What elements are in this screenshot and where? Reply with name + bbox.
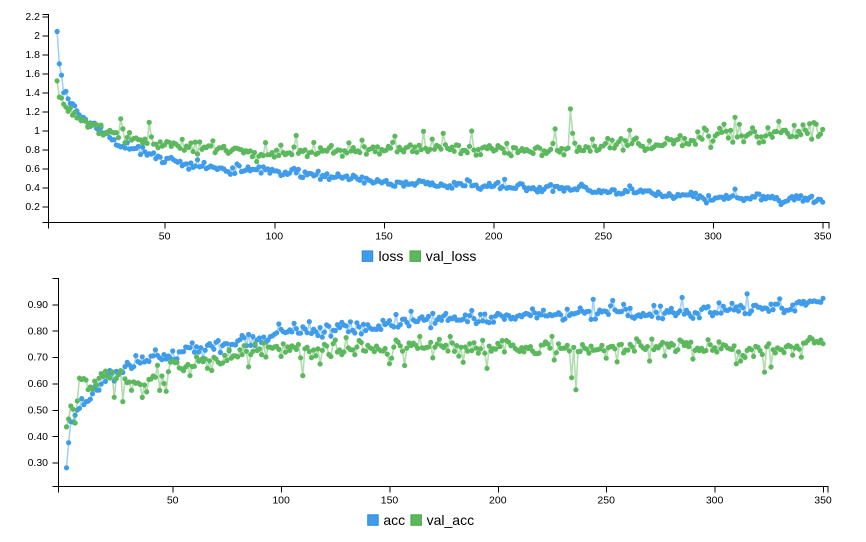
svg-text:0.6: 0.6 [25, 163, 40, 175]
svg-text:250: 250 [597, 495, 615, 507]
svg-text:0.80: 0.80 [28, 325, 49, 337]
svg-text:0.70: 0.70 [28, 352, 49, 364]
svg-text:0.4: 0.4 [25, 182, 40, 194]
svg-text:1.6: 1.6 [25, 68, 40, 80]
svg-text:acc: acc [383, 512, 405, 528]
svg-text:0.50: 0.50 [28, 404, 49, 416]
svg-text:2.2: 2.2 [25, 11, 40, 23]
svg-text:150: 150 [381, 495, 399, 507]
svg-text:1.2: 1.2 [25, 106, 40, 118]
svg-text:1: 1 [34, 125, 40, 137]
svg-text:200: 200 [485, 231, 503, 243]
svg-text:300: 300 [704, 231, 722, 243]
svg-text:0.40: 0.40 [28, 431, 49, 443]
svg-text:200: 200 [489, 495, 507, 507]
svg-text:100: 100 [266, 231, 284, 243]
svg-text:1.4: 1.4 [25, 87, 40, 99]
svg-text:val_loss: val_loss [426, 248, 477, 264]
svg-text:loss: loss [379, 248, 404, 264]
svg-text:50: 50 [167, 495, 179, 507]
svg-text:2: 2 [34, 30, 40, 42]
svg-text:0.8: 0.8 [25, 144, 40, 156]
svg-text:val_acc: val_acc [427, 512, 474, 528]
svg-text:0.90: 0.90 [28, 299, 49, 311]
svg-text:350: 350 [814, 495, 832, 507]
svg-text:50: 50 [159, 231, 171, 243]
svg-text:300: 300 [706, 495, 724, 507]
svg-text:250: 250 [595, 231, 613, 243]
svg-text:0.60: 0.60 [28, 378, 49, 390]
svg-text:100: 100 [272, 495, 290, 507]
svg-text:1.8: 1.8 [25, 49, 40, 61]
svg-text:0.2: 0.2 [25, 201, 40, 213]
svg-text:0.30: 0.30 [28, 457, 49, 469]
svg-text:350: 350 [814, 231, 832, 243]
svg-text:150: 150 [375, 231, 393, 243]
